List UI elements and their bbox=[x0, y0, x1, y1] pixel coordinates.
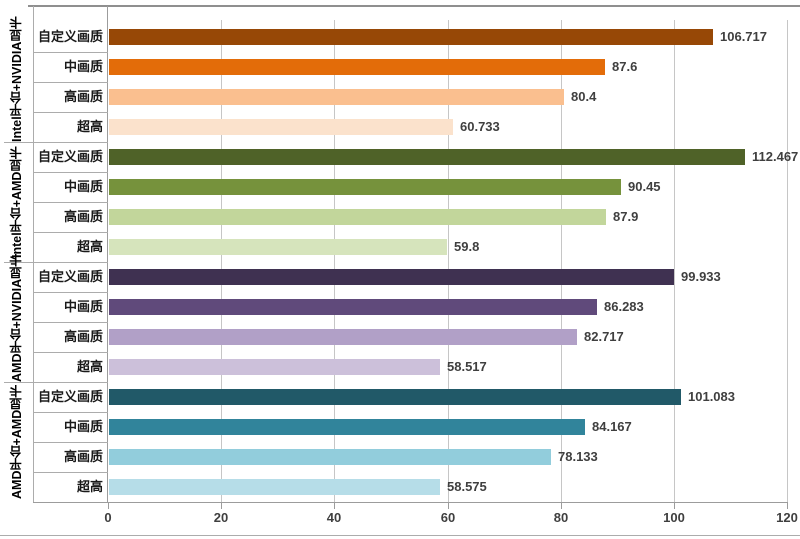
category-label: 超高 bbox=[76, 359, 103, 374]
category-separator bbox=[33, 442, 108, 443]
gridline bbox=[221, 20, 222, 502]
bar-value-label: 87.9 bbox=[613, 209, 639, 224]
category-label: 自定义画质 bbox=[37, 389, 103, 404]
gridline bbox=[561, 20, 562, 502]
group-column-divider bbox=[33, 6, 34, 502]
bar-value-label: 78.133 bbox=[558, 449, 598, 464]
bar bbox=[109, 59, 605, 75]
bar bbox=[109, 179, 621, 195]
category-label: 自定义画质 bbox=[37, 29, 103, 44]
bar bbox=[109, 239, 447, 255]
axis-tick bbox=[674, 502, 675, 509]
category-label: 自定义画质 bbox=[37, 269, 103, 284]
category-label: 高画质 bbox=[63, 209, 103, 224]
bar-value-label: 99.933 bbox=[681, 269, 721, 284]
chart-border-top bbox=[28, 5, 800, 7]
axis-tick bbox=[448, 502, 449, 509]
bar bbox=[109, 419, 585, 435]
category-label: 高画质 bbox=[63, 449, 103, 464]
bar-value-label: 59.8 bbox=[454, 239, 480, 254]
bar-value-label: 112.467 bbox=[752, 149, 799, 164]
axis-tick bbox=[108, 502, 109, 509]
axis-tick bbox=[787, 502, 788, 509]
bar-value-label: 87.6 bbox=[612, 59, 638, 74]
category-label: 中画质 bbox=[63, 179, 103, 194]
category-separator bbox=[33, 412, 108, 413]
category-separator bbox=[33, 232, 108, 233]
axis-tick-label: 40 bbox=[326, 510, 342, 525]
bar-value-label: 84.167 bbox=[592, 419, 632, 434]
category-label: 超高 bbox=[76, 119, 103, 134]
bar bbox=[109, 389, 681, 405]
bar-value-label: 106.717 bbox=[720, 29, 767, 44]
category-label: 中画质 bbox=[63, 299, 103, 314]
category-label: 超高 bbox=[76, 239, 103, 254]
bar bbox=[109, 329, 577, 345]
category-label: 中画质 bbox=[63, 419, 103, 434]
group-separator bbox=[4, 382, 108, 383]
bar bbox=[109, 359, 440, 375]
bar bbox=[109, 449, 551, 465]
bar bbox=[109, 149, 745, 165]
bar bbox=[109, 479, 440, 495]
bar-value-label: 90.45 bbox=[628, 179, 661, 194]
category-separator bbox=[33, 52, 108, 53]
group-label: Intel平台+AMD显卡 bbox=[10, 146, 24, 258]
category-separator bbox=[33, 472, 108, 473]
bar-value-label: 80.4 bbox=[571, 89, 597, 104]
group-label: Intel平台+NVIDIA显卡 bbox=[10, 16, 24, 142]
axis-tick-label: 120 bbox=[776, 510, 798, 525]
category-separator bbox=[33, 82, 108, 83]
bar bbox=[109, 29, 713, 45]
category-label: 自定义画质 bbox=[37, 149, 103, 164]
bar-value-label: 58.575 bbox=[447, 479, 487, 494]
bar bbox=[109, 119, 453, 135]
bar bbox=[109, 209, 606, 225]
axis-tick-label: 20 bbox=[213, 510, 229, 525]
bar bbox=[109, 89, 564, 105]
bar-value-label: 58.517 bbox=[447, 359, 487, 374]
bar-value-label: 101.083 bbox=[688, 389, 735, 404]
value-axis-line bbox=[107, 6, 108, 502]
category-separator bbox=[33, 292, 108, 293]
category-separator bbox=[33, 172, 108, 173]
group-separator bbox=[4, 262, 108, 263]
group-separator bbox=[4, 142, 108, 143]
category-separator bbox=[33, 202, 108, 203]
axis-tick bbox=[221, 502, 222, 509]
group-label: AMD平台+NVIDIA显卡 bbox=[10, 253, 24, 382]
bar bbox=[109, 299, 597, 315]
gridline bbox=[448, 20, 449, 502]
bar-value-label: 86.283 bbox=[604, 299, 644, 314]
axis-tick-label: 100 bbox=[663, 510, 685, 525]
category-separator bbox=[33, 112, 108, 113]
category-label: 中画质 bbox=[63, 59, 103, 74]
gridline bbox=[674, 20, 675, 502]
bar-value-label: 60.733 bbox=[460, 119, 500, 134]
category-separator bbox=[33, 322, 108, 323]
bar-value-label: 82.717 bbox=[584, 329, 624, 344]
category-label: 高画质 bbox=[63, 89, 103, 104]
axis-tick bbox=[561, 502, 562, 509]
gridline bbox=[787, 20, 788, 502]
category-axis-line bbox=[33, 502, 787, 503]
chart-border-bottom bbox=[0, 535, 800, 536]
axis-tick-label: 0 bbox=[104, 510, 112, 525]
axis-tick bbox=[334, 502, 335, 509]
axis-tick-label: 80 bbox=[553, 510, 569, 525]
group-label: AMD平台+AMD显卡 bbox=[10, 384, 24, 500]
axis-tick-label: 60 bbox=[440, 510, 456, 525]
bar bbox=[109, 269, 674, 285]
category-separator bbox=[33, 352, 108, 353]
category-label: 超高 bbox=[76, 479, 103, 494]
gridline bbox=[334, 20, 335, 502]
category-label: 高画质 bbox=[63, 329, 103, 344]
